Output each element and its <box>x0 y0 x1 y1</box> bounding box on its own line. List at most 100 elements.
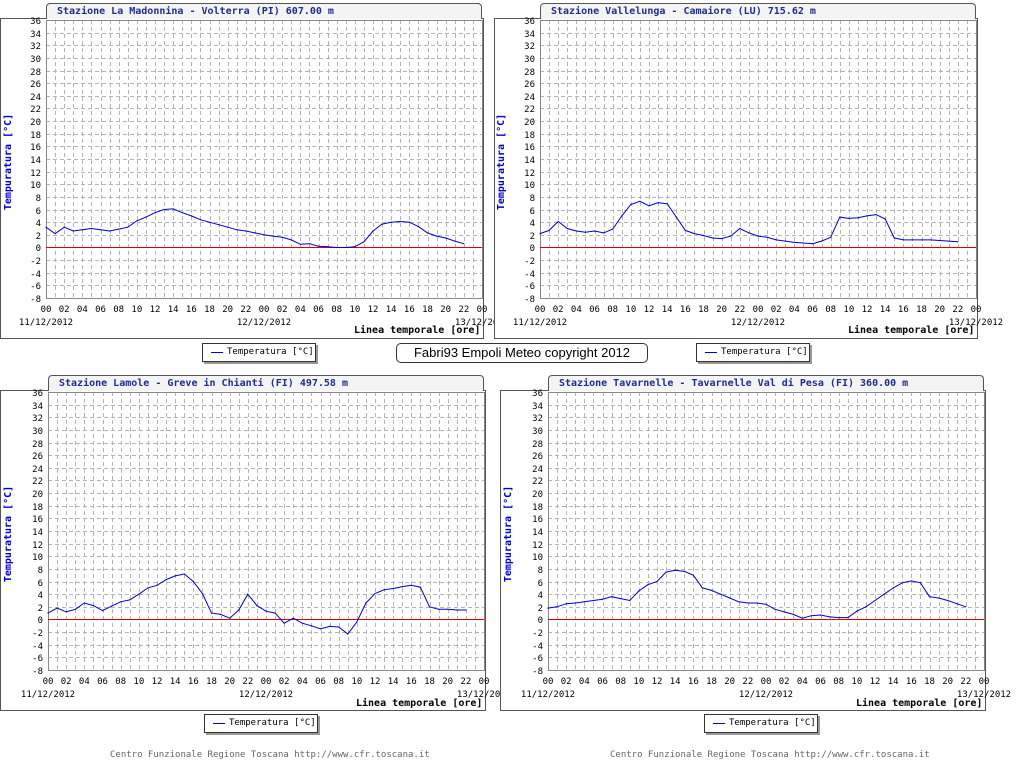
chart-frame <box>0 390 486 711</box>
data-point <box>784 240 786 242</box>
x-tick-label: 22 <box>960 677 971 687</box>
data-point <box>65 611 67 613</box>
data-point <box>426 232 429 234</box>
y-tick-label: 20 <box>30 118 41 128</box>
x-tick-label: 20 <box>224 677 235 687</box>
x-tick-label: 10 <box>851 677 862 687</box>
y-tick-label: -2 <box>30 257 41 267</box>
date-label: 12/12/2012 <box>239 690 293 700</box>
y-tick-label: 26 <box>32 452 43 462</box>
x-tick-label: 00 <box>259 305 270 315</box>
x-tick-label: 20 <box>724 677 735 687</box>
data-point <box>919 582 922 584</box>
data-point <box>456 609 458 611</box>
data-point <box>138 593 140 595</box>
data-point <box>218 224 220 226</box>
x-tick-label: 02 <box>561 677 572 687</box>
y-tick-label: 4 <box>36 219 41 229</box>
y-tick-label: 14 <box>532 528 543 538</box>
x-tick-label: 10 <box>633 677 644 687</box>
y-tick-label: -4 <box>32 642 43 652</box>
data-point <box>190 215 192 217</box>
data-point <box>438 608 440 610</box>
x-tick-label: 08 <box>607 305 618 315</box>
y-tick-label: 18 <box>524 131 535 141</box>
data-point <box>47 612 49 614</box>
data-point <box>290 239 292 241</box>
data-point <box>783 611 785 613</box>
y-tick-label: -4 <box>532 642 543 652</box>
y-tick-label: 28 <box>30 68 41 78</box>
data-point <box>710 589 713 592</box>
x-tick-label: 04 <box>579 677 590 687</box>
y-tick-label: 34 <box>32 402 43 412</box>
x-tick-label: 16 <box>404 305 415 315</box>
x-tick-label: 20 <box>942 677 953 687</box>
data-point <box>729 597 731 599</box>
y-tick-label: 4 <box>538 591 543 601</box>
data-point <box>81 229 83 231</box>
x-tick-label: 10 <box>133 677 144 687</box>
x-tick-label: 02 <box>277 305 288 315</box>
chart-2-legend: Temperatura [°C] <box>696 343 810 362</box>
y-tick-label: 22 <box>30 105 41 115</box>
y-tick-label: 2 <box>36 232 41 242</box>
data-point <box>810 615 813 617</box>
data-point <box>539 233 541 235</box>
data-point <box>866 215 868 217</box>
y-tick-label: 36 <box>532 389 543 399</box>
footer-credit-left: Centro Funzionale Regione Toscana http:/… <box>110 750 430 760</box>
data-point <box>465 609 467 611</box>
x-tick-label: 12 <box>368 305 379 315</box>
data-point <box>447 608 449 610</box>
y-tick-label: 8 <box>36 194 41 204</box>
date-label: 13/12/2012 <box>455 318 509 328</box>
data-point <box>965 606 967 608</box>
x-tick-label: 10 <box>131 305 142 315</box>
data-point <box>892 587 894 589</box>
data-point <box>930 239 932 241</box>
y-axis-label: Tempuratura [°C] <box>3 486 14 582</box>
data-point <box>336 246 338 249</box>
data-point <box>557 220 559 223</box>
x-tick-label: 02 <box>59 305 70 315</box>
data-point <box>565 603 567 605</box>
x-tick-label: 08 <box>333 677 344 687</box>
x-tick-label: 20 <box>222 305 233 315</box>
x-tick-label: 04 <box>797 677 808 687</box>
x-tick-label: 12 <box>150 305 161 315</box>
data-point <box>63 226 65 228</box>
chart-3-legend-label: Temperatura [°C] <box>229 718 316 728</box>
data-point <box>674 569 676 571</box>
data-point <box>802 242 805 244</box>
y-tick-label: 8 <box>530 194 535 204</box>
data-point <box>665 571 667 573</box>
data-point <box>399 220 401 223</box>
x-tick-label: 14 <box>880 305 891 315</box>
date-label: 11/12/2012 <box>513 318 567 328</box>
y-tick-label: 8 <box>38 566 43 576</box>
data-point <box>774 608 776 610</box>
data-point <box>101 610 104 612</box>
x-tick-label: 00 <box>753 305 764 315</box>
data-point <box>154 212 156 214</box>
y-tick-label: 0 <box>538 616 543 626</box>
y-tick-label: -2 <box>532 629 543 639</box>
y-tick-label: -8 <box>30 295 41 305</box>
data-point <box>254 232 256 234</box>
data-point <box>611 596 613 598</box>
data-point <box>747 602 749 604</box>
y-tick-label: 12 <box>524 169 535 179</box>
x-tick-label: 00 <box>43 677 54 687</box>
data-point <box>575 230 577 232</box>
y-tick-label: 16 <box>30 143 41 153</box>
y-tick-label: 30 <box>524 55 535 65</box>
data-point <box>765 603 767 605</box>
data-point <box>819 614 822 616</box>
x-tick-label: 16 <box>406 677 417 687</box>
data-point <box>775 239 777 241</box>
y-tick-label: -6 <box>32 654 43 664</box>
y-tick-label: -2 <box>524 257 535 267</box>
x-tick-label: 00 <box>479 677 490 687</box>
data-point <box>90 227 92 230</box>
